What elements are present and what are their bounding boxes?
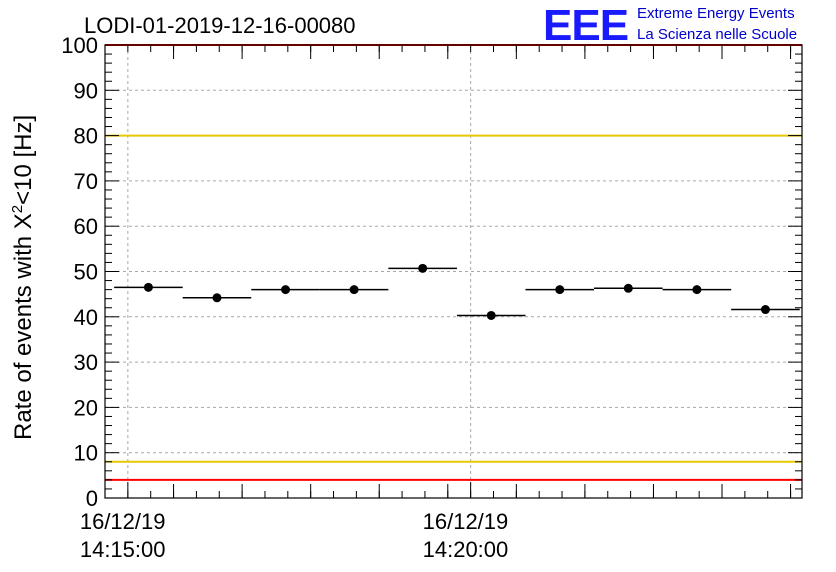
y-tick-label: 90 bbox=[74, 78, 98, 103]
run-title: LODI-01-2019-12-16-00080 bbox=[84, 13, 356, 38]
tick-labels: 0 10 20 30 40 50 60 70 80 90 100 16/12/19 14:15:00 16… bbox=[61, 33, 508, 562]
data-point bbox=[692, 285, 702, 295]
y-axis-title-tail: <10 [Hz] bbox=[10, 115, 37, 205]
data-point bbox=[623, 283, 633, 293]
y-tick-label: 70 bbox=[74, 169, 98, 194]
data-point bbox=[555, 285, 565, 295]
y-tick-label: 20 bbox=[74, 395, 98, 420]
y-tick-label: 0 bbox=[86, 486, 98, 511]
data-point bbox=[281, 285, 291, 295]
y-tick-label: 50 bbox=[74, 260, 98, 285]
y-tick-label: 30 bbox=[74, 350, 98, 375]
data-point bbox=[486, 310, 496, 320]
y-tick-label: 80 bbox=[74, 124, 98, 149]
eee-logo-line2: La Scienza nelle Scuole bbox=[637, 26, 797, 43]
y-tick-label: 100 bbox=[61, 33, 98, 58]
y-axis-title: Rate of events with X2<10 [Hz] bbox=[9, 115, 37, 440]
y-tick-label: 40 bbox=[74, 305, 98, 330]
data-point bbox=[349, 285, 359, 295]
grid-lines bbox=[105, 45, 802, 498]
y-tick-label: 10 bbox=[74, 441, 98, 466]
x-tick-label-date: 16/12/19 bbox=[80, 509, 166, 534]
data-point bbox=[760, 305, 770, 315]
eee-logo-line1: Extreme Energy Events bbox=[637, 5, 795, 22]
data-point bbox=[418, 263, 428, 273]
data-points bbox=[114, 263, 800, 320]
x-tick-label-time: 14:20:00 bbox=[423, 537, 509, 562]
plot-frame bbox=[104, 44, 803, 499]
data-point bbox=[212, 293, 222, 303]
x-tick-label-date: 16/12/19 bbox=[423, 509, 509, 534]
y-tick-label: 60 bbox=[74, 214, 98, 239]
y-axis-title-superscript: 2 bbox=[9, 205, 26, 213]
eee-logo: EEE Extreme Energy Events La Scienza nel… bbox=[543, 1, 797, 50]
data-point bbox=[143, 282, 153, 292]
x-tick-label-time: 14:15:00 bbox=[80, 537, 166, 562]
y-axis-title-main: Rate of events with X bbox=[10, 213, 37, 440]
reference-lines bbox=[105, 44, 802, 481]
eee-logo-text: EEE bbox=[543, 1, 628, 50]
axis-ticks bbox=[104, 44, 802, 499]
